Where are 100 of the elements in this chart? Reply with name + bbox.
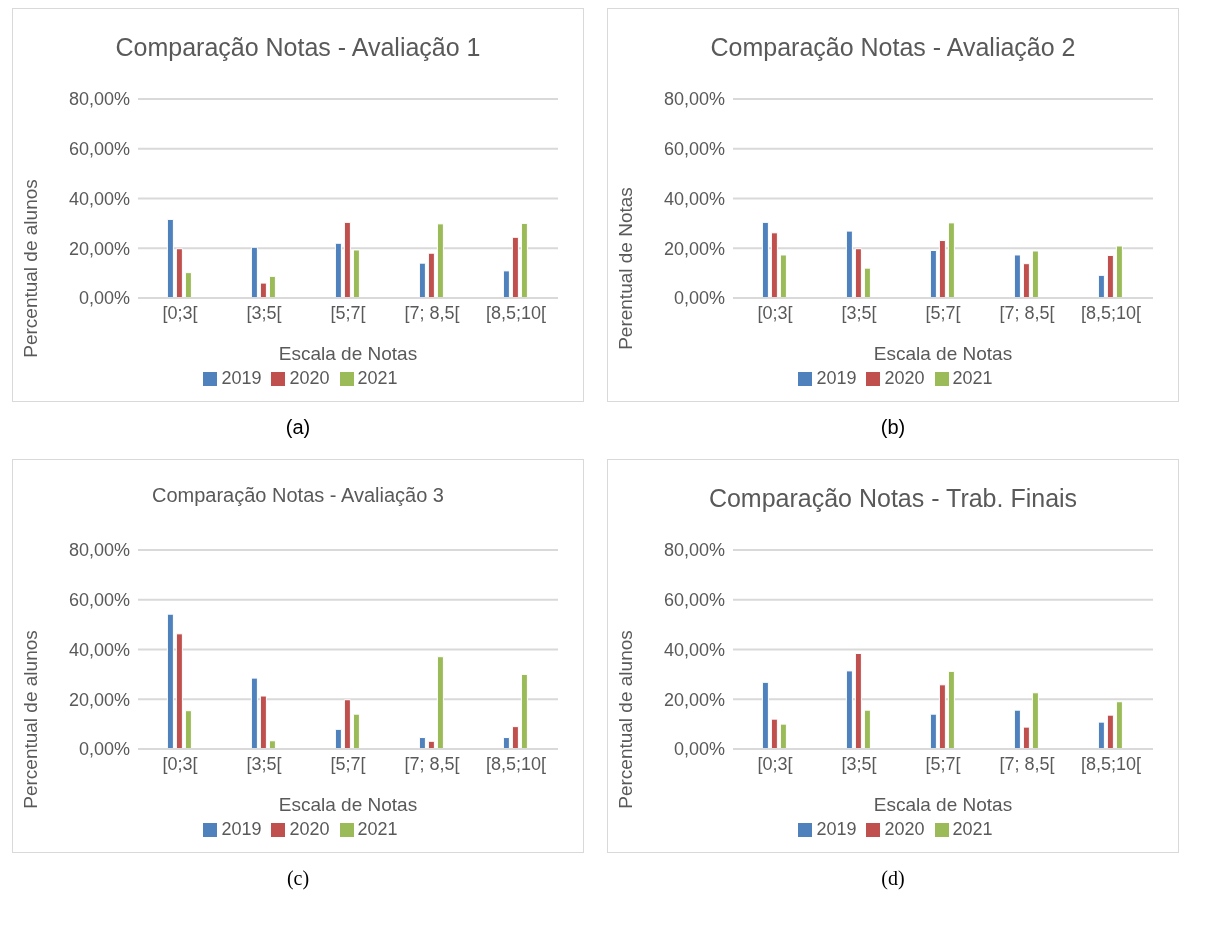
bar [1106, 254, 1114, 298]
y-tick-label: 20,00% [68, 689, 130, 710]
x-axis-title: Escala de Notas [873, 343, 1013, 364]
bar [779, 254, 787, 298]
bar [259, 282, 267, 298]
bar [1031, 250, 1039, 298]
bar [1097, 721, 1105, 749]
x-tick-label: [5;7[ [925, 302, 961, 323]
legend-label: 2020 [289, 368, 330, 388]
bar [938, 240, 946, 298]
bar [418, 262, 426, 298]
x-tick-label: [7; 8,5[ [999, 753, 1055, 774]
y-tick-label: 60,00% [663, 139, 725, 160]
y-tick-label: 20,00% [68, 238, 130, 259]
legend-label: 2020 [884, 368, 925, 388]
bar [1097, 274, 1105, 298]
bar [929, 249, 937, 298]
legend-label: 2019 [816, 819, 857, 839]
bar [947, 670, 955, 749]
y-tick-label: 60,00% [68, 590, 130, 611]
chart-title: Comparação Notas - Avaliação 2 [709, 33, 1077, 62]
x-tick-label: [8,5;10[ [485, 302, 547, 323]
bar [250, 677, 258, 749]
y-tick-label: 60,00% [663, 590, 725, 611]
bar [352, 249, 360, 298]
bar [1022, 726, 1030, 749]
bar [929, 713, 937, 749]
y-tick-label: 0,00% [673, 288, 725, 309]
x-tick-label: [0;3[ [757, 302, 793, 323]
legend-label: 2021 [357, 819, 398, 839]
bar [436, 223, 444, 298]
y-tick-label: 60,00% [68, 139, 130, 160]
y-tick-label: 40,00% [663, 639, 725, 660]
x-tick-label: [5;7[ [330, 302, 366, 323]
bar [761, 221, 769, 298]
x-tick-label: [7; 8,5[ [404, 753, 460, 774]
bar [1031, 692, 1039, 749]
bar [854, 248, 862, 298]
bar [418, 737, 426, 749]
bar [175, 248, 183, 298]
bar [854, 652, 862, 749]
bar [511, 726, 519, 749]
chart-title: Comparação Notas - Avaliação 1 [114, 33, 482, 62]
y-tick-label: 40,00% [663, 188, 725, 209]
bar [502, 737, 510, 749]
bar [1022, 263, 1030, 298]
y-axis-title: Percentual de alunos [614, 630, 636, 809]
x-tick-label: [0;3[ [162, 753, 198, 774]
legend-label: 2020 [289, 819, 330, 839]
chart-title: Comparação Notas - Trab. Finais [707, 484, 1079, 513]
y-tick-label: 80,00% [68, 540, 130, 561]
bar [845, 230, 853, 298]
bar [779, 723, 787, 749]
legend-label: 2019 [221, 819, 262, 839]
bar [770, 718, 778, 749]
y-axis-title: Percentual de alunos [19, 630, 41, 809]
y-tick-label: 80,00% [663, 89, 725, 110]
bar [947, 222, 955, 298]
y-tick-label: 0,00% [673, 739, 725, 760]
bar [427, 252, 435, 298]
bar [343, 221, 351, 298]
x-tick-label: [5;7[ [925, 753, 961, 774]
bar [343, 699, 351, 749]
bar [184, 272, 192, 298]
bar [520, 222, 528, 298]
legend-label: 2019 [221, 368, 262, 388]
bar [761, 681, 769, 749]
bar [863, 267, 871, 298]
bar [1106, 714, 1114, 749]
bar [1013, 709, 1021, 749]
x-tick-label: [8,5;10[ [485, 753, 547, 774]
bar [520, 673, 528, 749]
y-axis-title: Percentual de alunos [19, 179, 41, 358]
legend-label: 2021 [952, 819, 993, 839]
x-tick-label: [3;5[ [246, 753, 282, 774]
bar [268, 740, 276, 749]
bar [166, 613, 174, 749]
chart-title: Comparação Notas - Avaliação 3 [151, 484, 445, 507]
y-tick-label: 40,00% [68, 639, 130, 660]
bar [502, 270, 510, 298]
bar [436, 656, 444, 749]
bar [1115, 245, 1123, 298]
y-tick-label: 40,00% [68, 188, 130, 209]
bar [334, 728, 342, 749]
x-tick-label: [8,5;10[ [1080, 302, 1142, 323]
legend-label: 2020 [884, 819, 925, 839]
bar [938, 684, 946, 749]
bar [845, 670, 853, 749]
y-tick-label: 0,00% [78, 739, 130, 760]
text: (b) [880, 416, 906, 439]
x-tick-label: [0;3[ [757, 753, 793, 774]
x-tick-label: [8,5;10[ [1080, 753, 1142, 774]
y-tick-label: 0,00% [78, 288, 130, 309]
y-tick-label: 80,00% [68, 89, 130, 110]
y-axis-title: Perentual de Notas [614, 187, 636, 350]
x-tick-label: [3;5[ [841, 302, 877, 323]
x-tick-label: [3;5[ [246, 302, 282, 323]
bar [863, 709, 871, 749]
y-tick-label: 20,00% [663, 689, 725, 710]
x-tick-label: [3;5[ [841, 753, 877, 774]
